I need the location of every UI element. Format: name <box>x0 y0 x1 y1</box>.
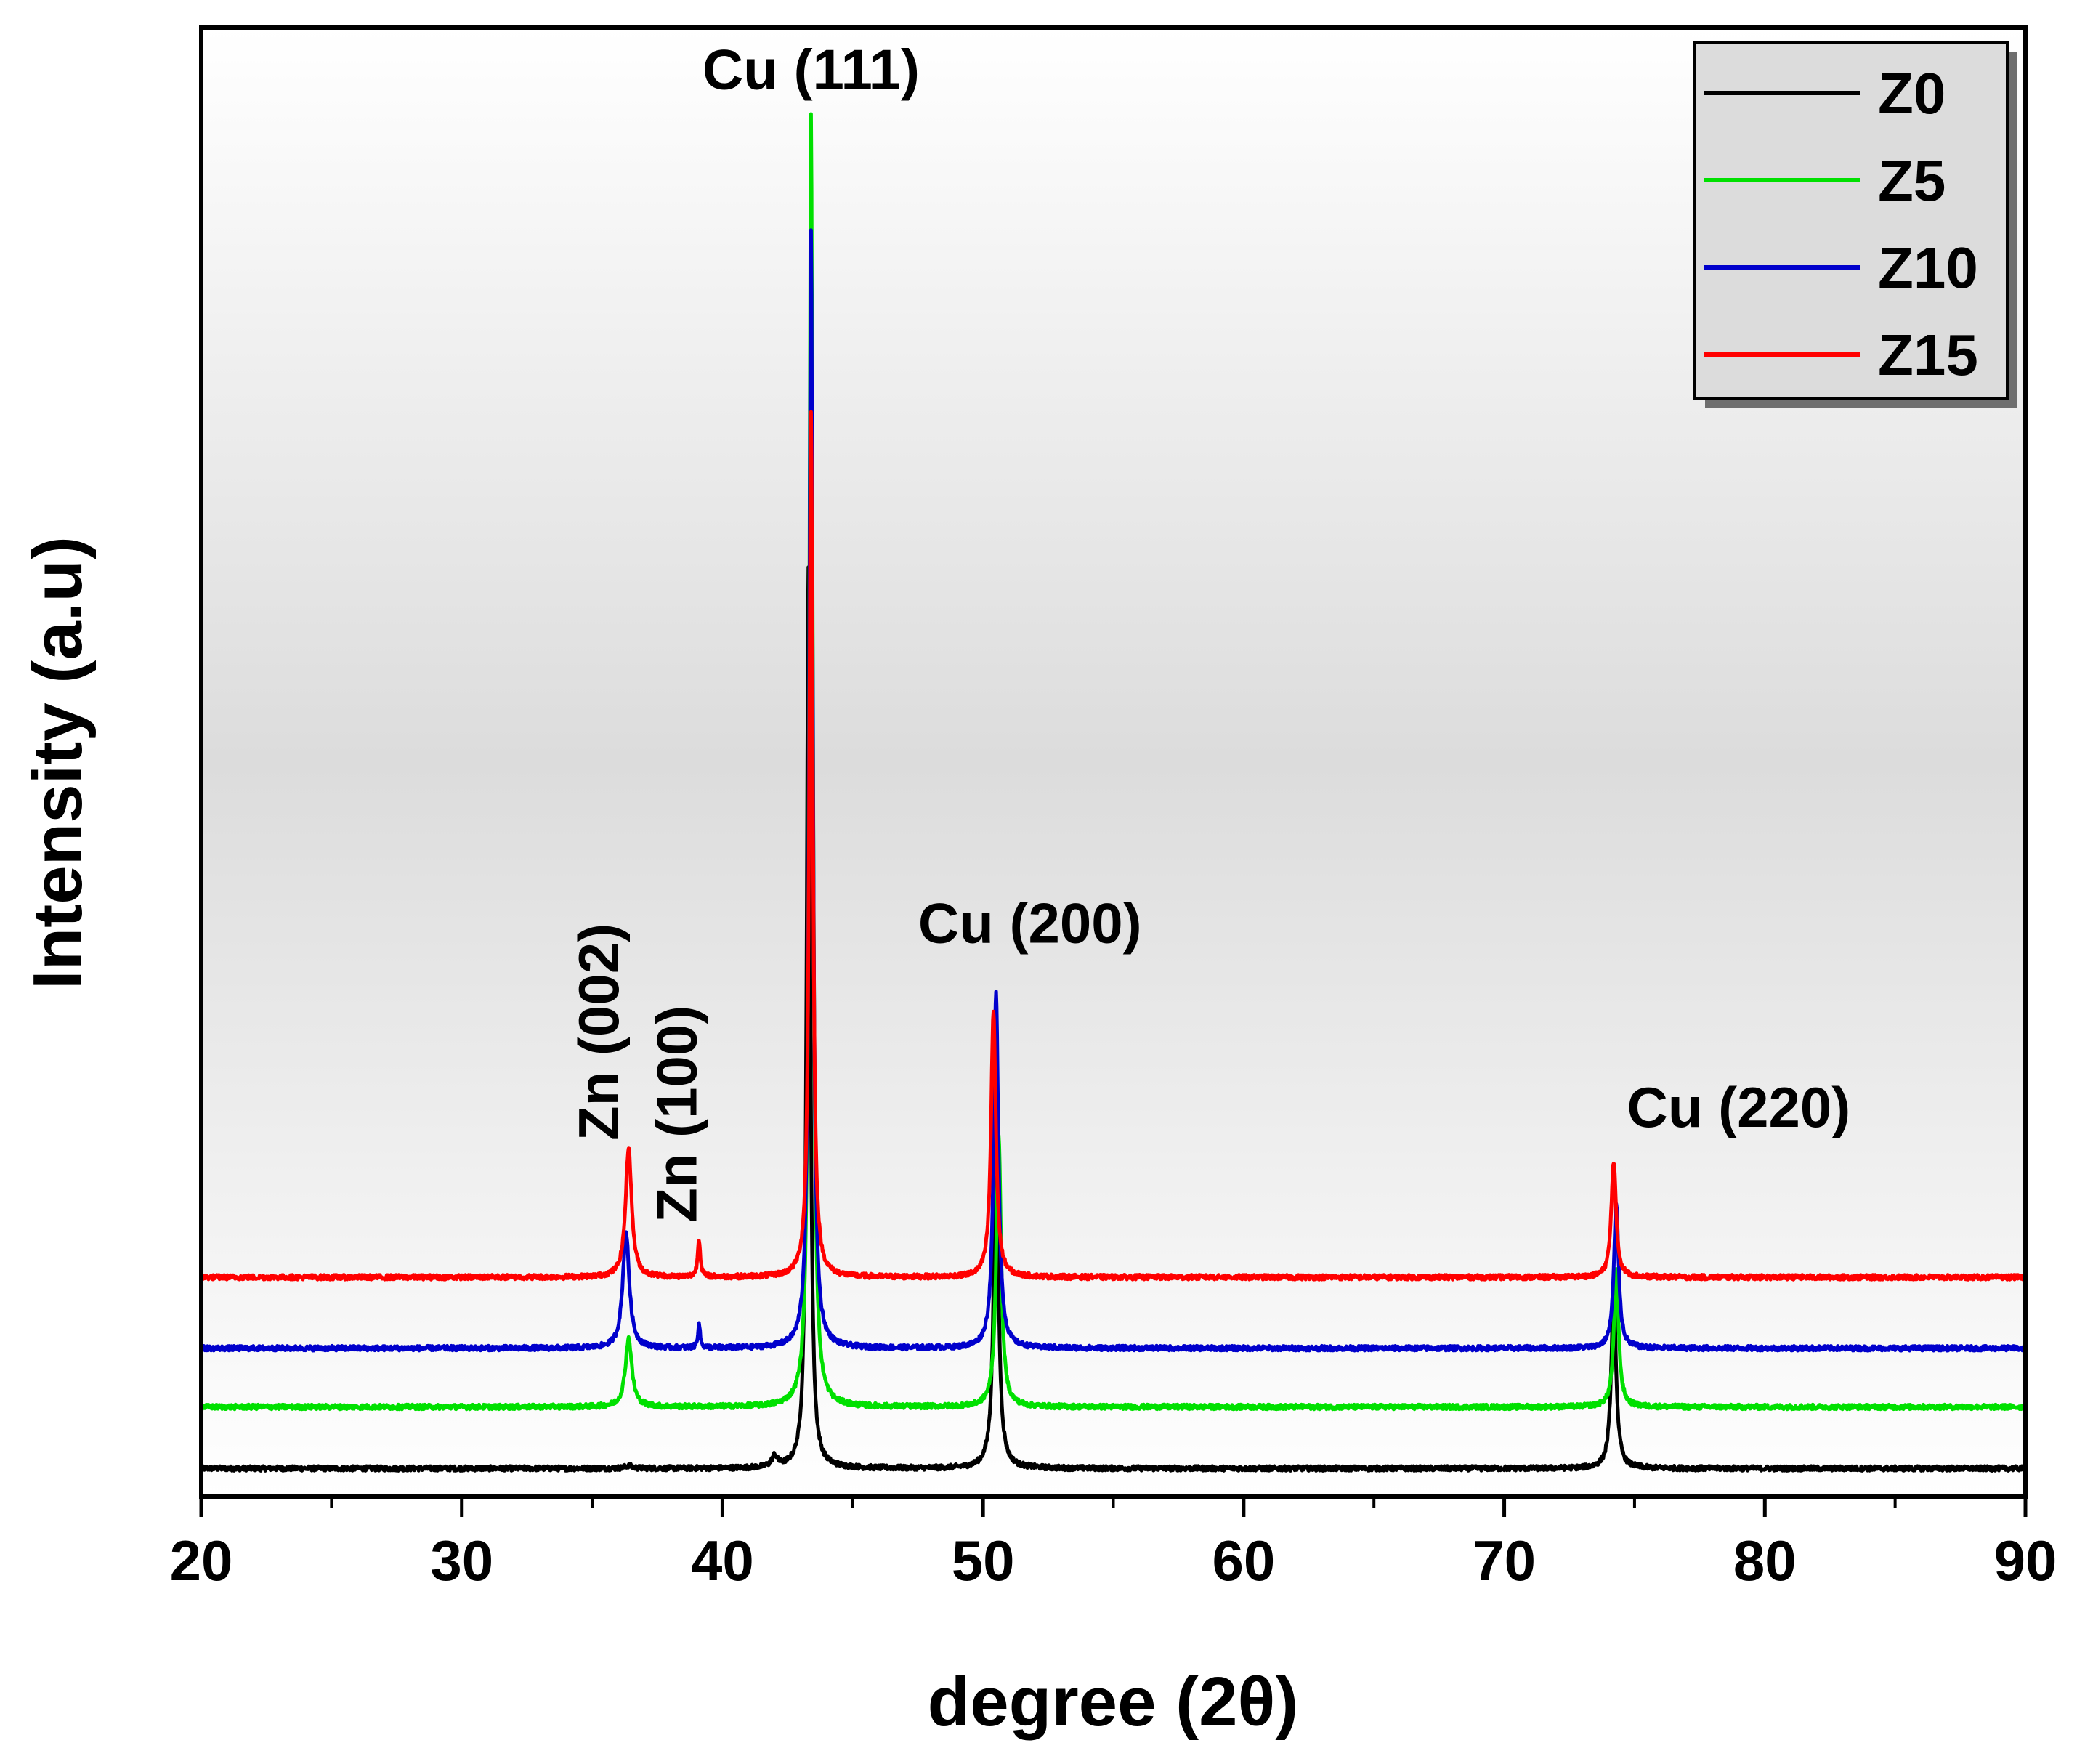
legend-items: Z0 Z5 Z10 Z15 <box>1704 61 1978 387</box>
series-line-z10 <box>199 228 2028 1353</box>
x-tick-label: 20 <box>170 1529 233 1593</box>
legend: Z0 Z5 Z10 Z15 <box>1693 41 2017 408</box>
x-ticks: 20 30 40 50 60 70 80 90 <box>170 1497 2057 1593</box>
x-axis-title: degree (2θ) <box>928 1663 1299 1741</box>
legend-box <box>1693 41 2009 400</box>
x-tick-label: 90 <box>1994 1529 2057 1593</box>
x-tick-label: 40 <box>691 1529 754 1593</box>
series-line-z15 <box>199 410 2028 1282</box>
series-line-z5 <box>199 112 2028 1412</box>
peak-label: Cu (220) <box>1627 1075 1851 1139</box>
x-tick-label: 60 <box>1212 1529 1275 1593</box>
legend-label-z0: Z0 <box>1878 61 1946 126</box>
peak-label: Cu (111) <box>703 37 920 101</box>
series-line-z0 <box>199 565 2027 1473</box>
legend-label-z5: Z5 <box>1878 148 1946 213</box>
x-tick-label: 80 <box>1733 1529 1797 1593</box>
peak-label: Zn (100) <box>645 1006 709 1223</box>
x-tick-label: 70 <box>1473 1529 1536 1593</box>
legend-label-z15: Z15 <box>1878 323 1978 387</box>
peak-label: Cu (200) <box>918 891 1142 955</box>
x-tick-label: 50 <box>952 1529 1015 1593</box>
legend-label-z10: Z10 <box>1878 235 1978 300</box>
peak-label: Zn (002) <box>567 923 631 1141</box>
y-axis-title: Intensity (a.u) <box>19 536 97 990</box>
peak-annotations: Cu (111) Cu (200) Cu (220) Zn (002) Zn (100) <box>567 37 1850 1222</box>
series-layer <box>199 112 2028 1473</box>
x-tick-label: 30 <box>430 1529 493 1593</box>
